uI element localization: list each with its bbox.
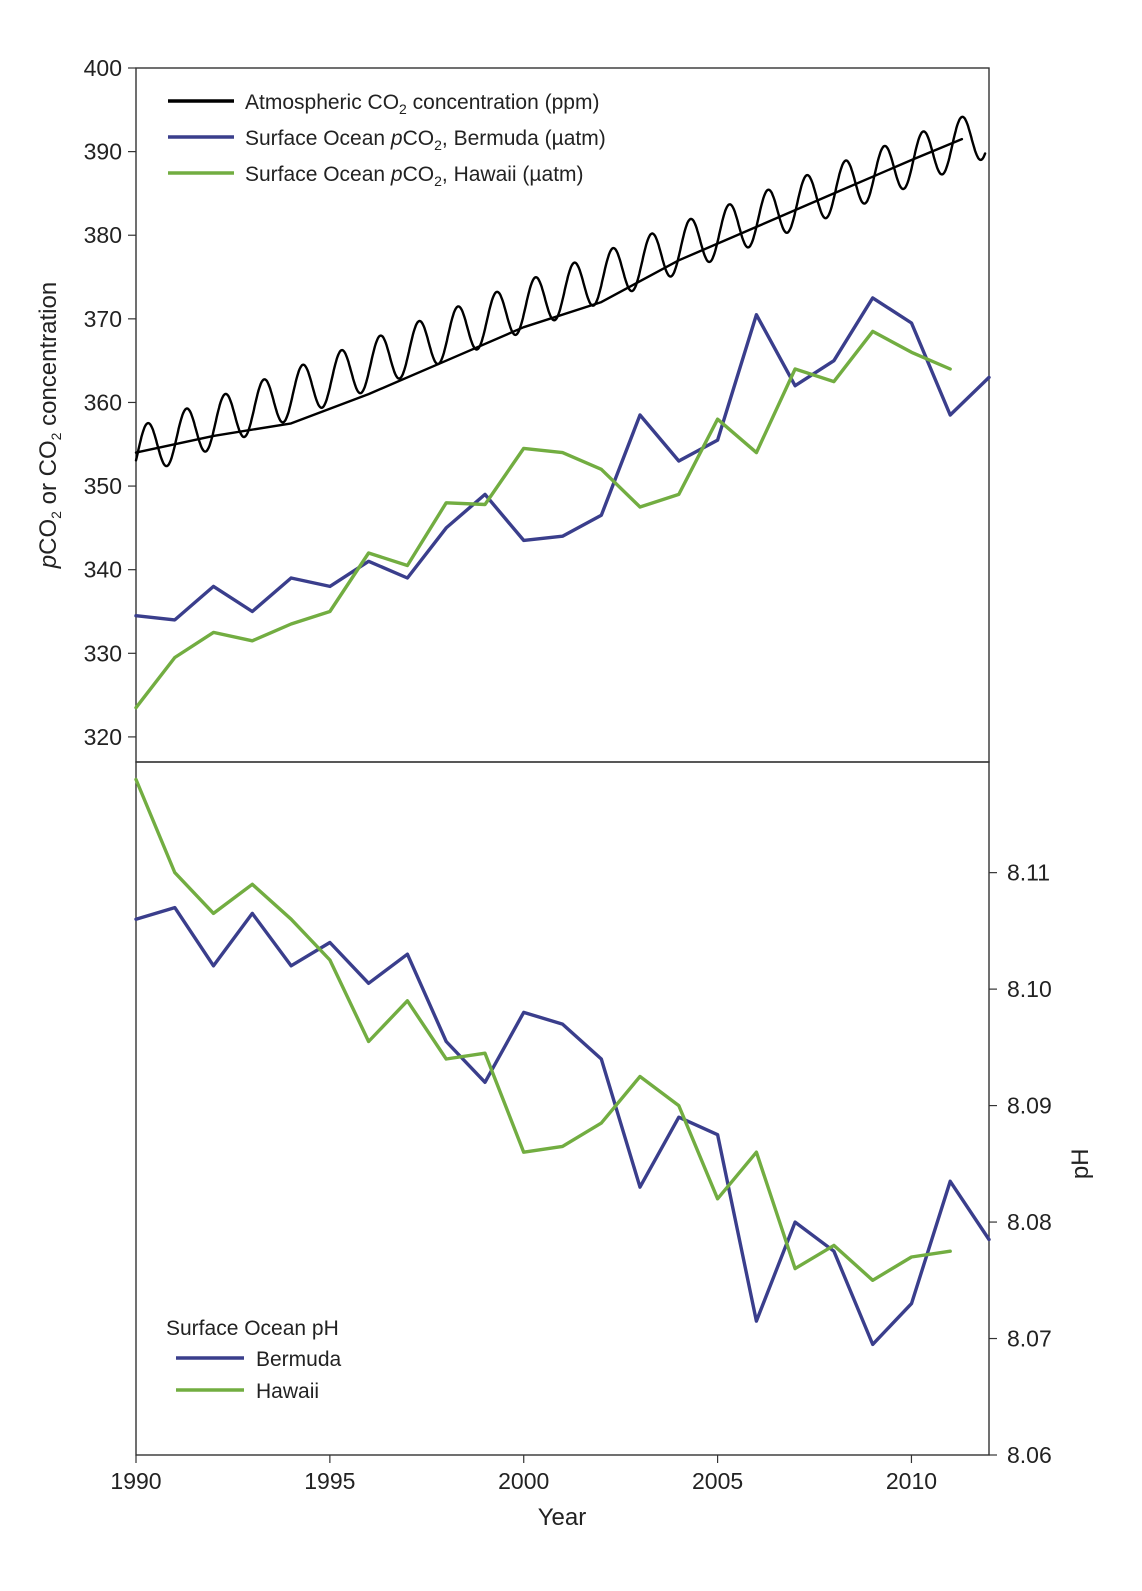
y-tick-label: 8.11 (1007, 860, 1050, 886)
y-tick-label: 340 (84, 557, 122, 583)
y-tick-label: 8.08 (1007, 1209, 1052, 1235)
ph-legend-title: Surface Ocean pH (166, 1317, 339, 1340)
y-tick-label: 8.06 (1007, 1442, 1052, 1468)
y-tick-label: 8.09 (1007, 1093, 1052, 1119)
x-axis-title: Year (538, 1504, 587, 1531)
bermuda-ph-line (134, 905, 991, 1347)
ph-legend-label-hawaii: Hawaii (256, 1380, 319, 1403)
y-tick-label: 380 (84, 222, 122, 248)
legend-label-hawaii: Surface Ocean pCO2, Hawaii (µatm) (245, 163, 584, 189)
y-tick-label: 8.07 (1007, 1326, 1052, 1352)
x-tick-label: 2005 (692, 1468, 743, 1494)
hawaii-ph-line (134, 777, 952, 1283)
x-tick-label: 1995 (304, 1468, 355, 1494)
hawaii-pco2-line (134, 329, 952, 710)
legend-label-atmos: Atmospheric CO2 concentration (ppm) (245, 91, 599, 117)
top-panel: 320 330 340 350 360 370 380 390 400 pCO2 or CO2 c… (35, 55, 991, 763)
y-tick-label: 320 (84, 724, 122, 750)
x-tick-label: 2010 (886, 1468, 937, 1494)
bottom-y-axis-title: pH (1067, 1148, 1094, 1179)
bottom-panel: 8.06 8.07 8.08 8.09 8.10 8.11 pH 1990 1995 2000 20… (110, 761, 1094, 1531)
y-tick-label: 8.10 (1007, 976, 1052, 1002)
y-tick-label: 350 (84, 473, 122, 499)
top-y-axis-title: pCO2 or CO2 concentration (35, 282, 64, 569)
legend-label-bermuda: Surface Ocean pCO2, Bermuda (µatm) (245, 127, 606, 153)
y-tick-label: 360 (84, 389, 122, 415)
y-tick-label: 390 (84, 139, 122, 165)
x-tick-label: 1990 (110, 1468, 161, 1494)
bermuda-pco2-line (134, 296, 991, 622)
ph-legend-label-bermuda: Bermuda (256, 1348, 342, 1371)
bottom-plot-frame (135, 761, 990, 1456)
y-tick-label: 400 (84, 55, 122, 81)
atmos_trend-pco2-line (134, 137, 964, 454)
y-tick-label: 330 (84, 640, 122, 666)
x-tick-label: 2000 (498, 1468, 549, 1494)
atmospheric-co2-seasonal-line (134, 115, 987, 468)
y-tick-label: 370 (84, 306, 122, 332)
